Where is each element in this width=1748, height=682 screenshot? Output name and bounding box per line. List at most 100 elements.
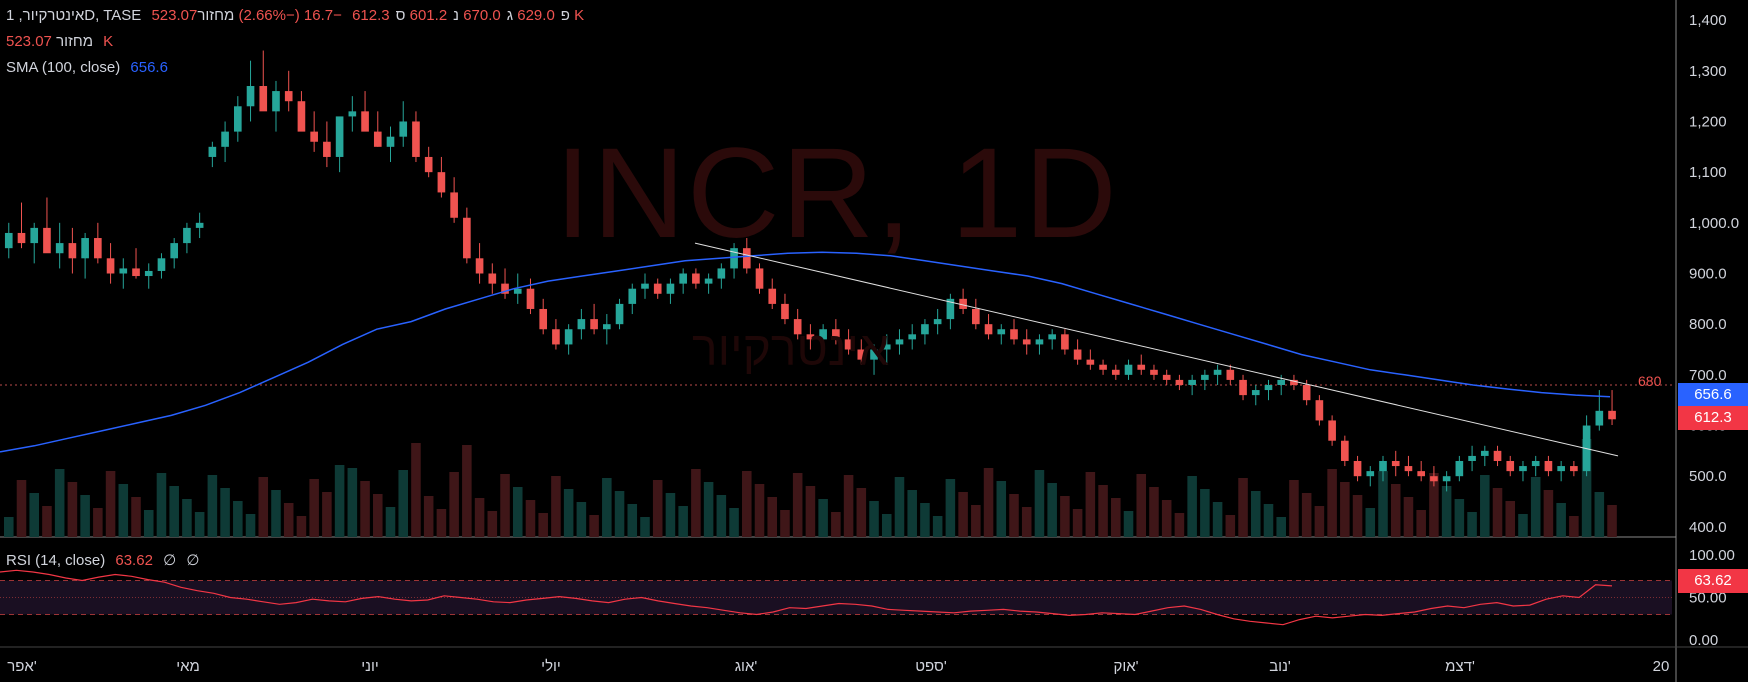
x-tick-label: דצמ' [1445, 658, 1475, 675]
x-tick-label: אוג' [735, 658, 758, 675]
volume-bar [131, 497, 141, 537]
volume-bar [576, 502, 587, 537]
candle-body [488, 273, 497, 284]
candle-body [1035, 339, 1044, 345]
volume-bar [818, 499, 828, 537]
candle-body [1213, 369, 1222, 375]
y-tick-label: 1,100 [1689, 164, 1727, 181]
symbol-label[interactable]: אינטרקיור, 1D, TASE [6, 7, 142, 24]
rsi-band-fill [0, 580, 1672, 615]
candle-body [1468, 455, 1476, 461]
volume-bar [792, 473, 803, 537]
candle-body [1608, 410, 1616, 420]
candle-body [603, 324, 611, 330]
candle-body [1366, 471, 1375, 477]
level-680-label: 680 [1638, 373, 1662, 389]
candle-body [424, 156, 433, 173]
candle-body [284, 91, 293, 102]
candle-body [552, 329, 560, 345]
volume-bar [843, 475, 854, 537]
candle-body [208, 146, 217, 157]
volume-bar [932, 516, 943, 537]
volume-legend[interactable]: מחזור 523.07 K [6, 33, 119, 50]
volume-bar [194, 512, 205, 537]
candle-body [1175, 379, 1184, 385]
candle-body [1239, 379, 1247, 396]
candle-body [1137, 364, 1146, 370]
volume-bar [1047, 483, 1057, 537]
candle-body [1277, 379, 1286, 385]
rsi-line [0, 569, 1613, 626]
candle-body [1251, 390, 1260, 396]
volume-bar [1327, 469, 1337, 537]
candle-body [1557, 466, 1565, 472]
volume-bar [729, 508, 739, 537]
candle-body [348, 111, 357, 117]
low-label: נ [453, 7, 460, 24]
y-tick-label: 700.0 [1689, 367, 1727, 384]
volume-bar [742, 471, 752, 537]
volume-bar [780, 510, 790, 537]
candle-body [1417, 471, 1425, 477]
volume-bar [1340, 482, 1350, 537]
candle-body [412, 121, 420, 157]
candle-body [1022, 339, 1031, 345]
candle-body [55, 243, 64, 254]
candle-body [399, 121, 408, 137]
candle-body [1595, 410, 1604, 426]
volume-bar [207, 475, 218, 537]
volume-bar [436, 509, 447, 537]
volume-bar [1276, 517, 1286, 537]
x-tick-label: מאי [176, 658, 200, 675]
candle-body [781, 303, 789, 320]
candle-body [1264, 384, 1273, 391]
candle-body [692, 273, 700, 284]
symbol-watermark: INCR, 1D [555, 122, 1119, 265]
volume-bar [856, 488, 867, 537]
sma-legend[interactable]: SMA (100, close) 656.6 [6, 59, 174, 76]
rsi-extra-1: ∅ [163, 552, 177, 569]
candle-body [4, 232, 13, 249]
volume-bar [983, 468, 994, 537]
volume-bar [4, 517, 14, 537]
rsi-legend[interactable]: RSI (14, close) 63.62 ∅ ∅ [6, 551, 205, 569]
candle-body [94, 238, 102, 259]
volume-bar [1174, 513, 1185, 537]
low-value: 601.2 [409, 7, 448, 24]
volume-bar [627, 504, 638, 537]
volume-bar [1250, 491, 1261, 537]
candle-body [386, 136, 395, 147]
candle-body [183, 227, 191, 244]
volume-bar [1454, 499, 1465, 537]
volume-bar [525, 500, 536, 537]
candle-body [144, 270, 153, 277]
volume-bar [105, 471, 116, 537]
volume-bar [640, 517, 650, 537]
candle-body [908, 334, 917, 340]
candle-body [564, 329, 573, 345]
candle-body [1455, 460, 1464, 477]
volume-bar [500, 474, 510, 537]
volume-bar [665, 493, 676, 537]
candle-body [1328, 420, 1336, 441]
volume-bar [385, 507, 396, 537]
candle-body [539, 308, 548, 330]
volume-bar [652, 480, 663, 537]
volume-bar [767, 497, 778, 537]
volume-bar [1263, 504, 1274, 537]
volume-bar [1543, 490, 1554, 537]
high-label: ג [506, 7, 514, 24]
candle-body [679, 273, 687, 284]
candle-body [768, 288, 777, 304]
y-tick-label: 800.0 [1689, 316, 1727, 333]
volume-bar [1467, 512, 1477, 537]
candle-body [450, 192, 458, 218]
volume-bar [958, 492, 968, 537]
candle-body [132, 268, 140, 277]
volume-bar [1505, 501, 1516, 537]
volume-bar [602, 478, 612, 537]
candle-body [984, 324, 993, 335]
candle-body [195, 222, 204, 228]
